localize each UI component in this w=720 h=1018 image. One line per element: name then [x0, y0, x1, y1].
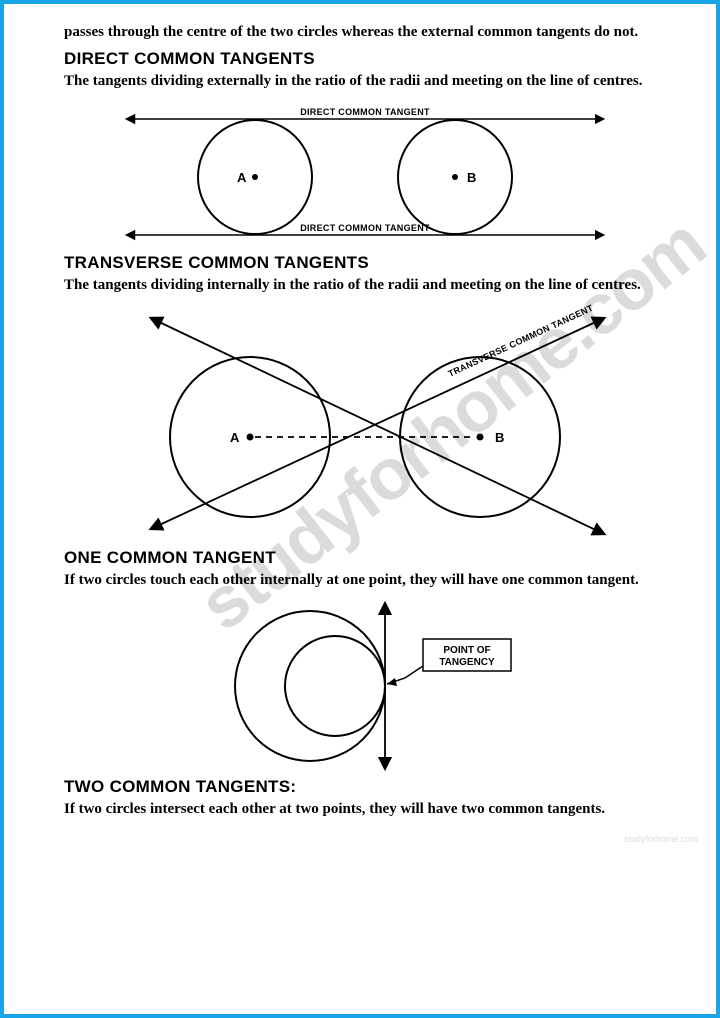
page-content: passes through the centre of the two cir… — [4, 4, 716, 845]
desc-two: If two circles intersect each other at t… — [64, 799, 666, 819]
callout-line1: POINT OF — [443, 645, 490, 656]
label-top-tangent: DIRECT COMMON TANGENT — [300, 107, 430, 117]
diagram-direct-tangents: DIRECT COMMON TANGENT DIRECT COMMON TANG… — [115, 97, 615, 247]
small-watermark: studyforhome.com — [624, 834, 698, 844]
center-a2: A — [230, 430, 240, 445]
center-b2: B — [495, 430, 504, 445]
intro-text: passes through the centre of the two cir… — [64, 22, 666, 43]
label-bottom-tangent: DIRECT COMMON TANGENT — [300, 223, 430, 233]
heading-one: ONE COMMON TANGENT — [64, 548, 666, 568]
callout-line2: TANGENCY — [439, 657, 495, 668]
heading-two: TWO COMMON TANGENTS: — [64, 777, 666, 797]
desc-direct: The tangents dividing externally in the … — [64, 71, 666, 91]
desc-transverse: The tangents dividing internally in the … — [64, 275, 666, 295]
desc-one: If two circles touch each other internal… — [64, 570, 666, 590]
diagram-one-tangent: POINT OF TANGENCY — [165, 596, 565, 771]
diagram-transverse-tangents: A B TRANSVERSE COMMON TANGENT — [105, 302, 625, 542]
heading-direct: DIRECT COMMON TANGENTS — [64, 49, 666, 69]
heading-transverse: TRANSVERSE COMMON TANGENTS — [64, 253, 666, 273]
center-a: A — [237, 170, 247, 185]
center-b: B — [467, 170, 476, 185]
